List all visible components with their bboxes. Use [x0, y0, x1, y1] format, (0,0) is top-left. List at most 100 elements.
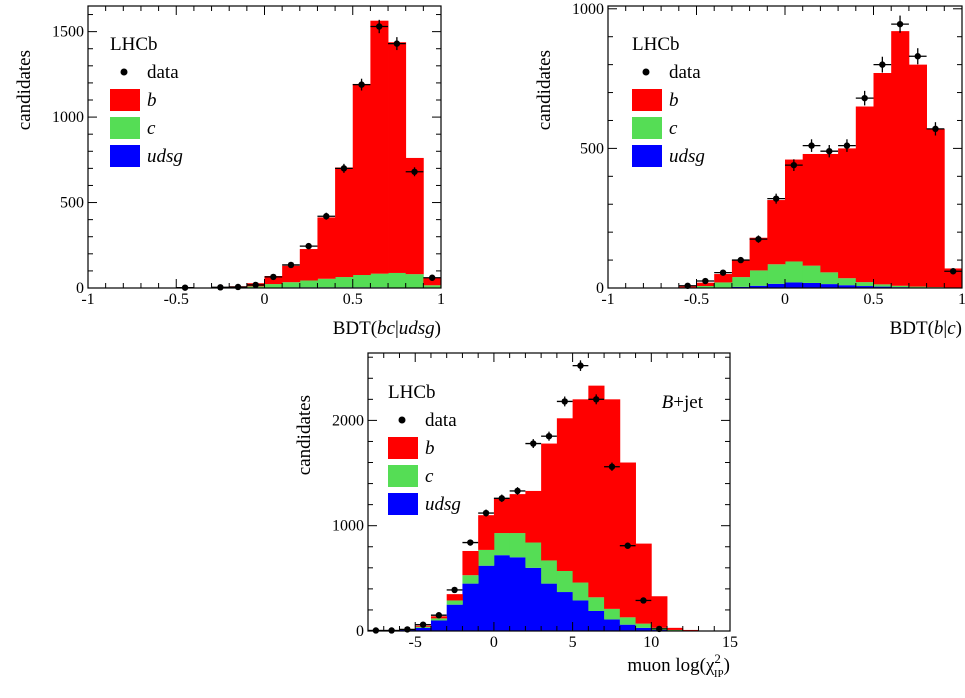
data-point [510, 487, 526, 495]
x-tick-label: 10 [643, 634, 659, 651]
data-point [229, 284, 247, 290]
data-point [557, 397, 573, 407]
bar-c-bin-12 [300, 280, 318, 287]
x-tick-label: 0 [781, 291, 789, 308]
bar-b-bin-19 [667, 628, 683, 630]
bar-c-bin-16 [370, 274, 388, 288]
x-tick-label: 0.5 [864, 291, 884, 308]
bar-c-bin-8 [494, 533, 510, 555]
bar-b-bin-13 [317, 217, 335, 278]
y-tick-label: 500 [580, 140, 604, 157]
data-point [447, 587, 463, 593]
bar-c-bin-11 [541, 560, 557, 583]
bar-udsg-bin-8 [494, 555, 510, 631]
bar-udsg-bin-12 [557, 592, 573, 631]
legend-entry-udsg: udsg [388, 493, 461, 515]
bar-c-bin-17 [636, 624, 652, 628]
bar-b-bin-8 [494, 498, 510, 533]
svg-text:b: b [425, 438, 435, 459]
experiment-label: LHCb [632, 34, 680, 55]
y-tick-label: 0 [76, 280, 84, 297]
bar-c-bin-14 [588, 597, 604, 611]
experiment-label: LHCb [388, 382, 436, 403]
data-point [573, 360, 589, 371]
y-tick-label: 0 [596, 280, 604, 297]
bar-c-bin-7 [732, 277, 750, 287]
legend-entry-c: c [632, 117, 678, 139]
legend-entry-data: data [399, 410, 458, 431]
svg-text:c: c [147, 118, 156, 139]
bar-udsg-bin-14 [588, 611, 604, 631]
bar-b-bin-18 [927, 129, 945, 287]
bar-b-bin-12 [820, 154, 838, 272]
bar-c-bin-15 [604, 609, 620, 620]
legend-entry-data: data [121, 62, 180, 83]
x-axis-title: BDT(b|c) [890, 318, 962, 339]
bar-udsg-bin-11 [803, 283, 821, 288]
data-point [541, 432, 557, 441]
svg-text:data: data [669, 62, 701, 83]
bar-udsg-bin-5 [447, 605, 463, 631]
x-tick-label: 5 [569, 634, 577, 651]
svg-text:udsg: udsg [425, 494, 461, 515]
bar-b-bin-14 [856, 107, 874, 283]
legend-entry-data: data [643, 62, 702, 83]
bar-udsg-bin-9 [510, 557, 526, 631]
bar-udsg-bin-15 [604, 619, 620, 631]
bar-udsg-bin-16 [620, 625, 636, 631]
x-tick-label: 0 [261, 291, 269, 308]
y-tick-label: 2000 [332, 412, 364, 429]
bar-b-bin-6 [462, 551, 478, 575]
legend-entry-b: b [110, 89, 157, 111]
bar-b-bin-12 [557, 418, 573, 571]
bar-c-bin-14 [335, 277, 353, 287]
bar-udsg-bin-4 [431, 620, 447, 631]
data-point [300, 243, 318, 249]
bar-c-bin-10 [785, 261, 803, 282]
bar-b-bin-9 [510, 494, 526, 533]
bar-b-bin-15 [874, 73, 892, 284]
bar-c-bin-4 [431, 618, 447, 620]
bar-c-bin-15 [353, 275, 371, 287]
bar-b-bin-16 [370, 21, 388, 274]
bar-udsg-bin-7 [478, 566, 494, 631]
svg-text:b: b [669, 90, 679, 111]
bar-c-bin-12 [820, 272, 838, 284]
y-tick-label: 500 [60, 195, 84, 212]
x-tick-label: 1 [958, 291, 965, 308]
bar-b-bin-11 [803, 154, 821, 266]
bar-b-bin-14 [588, 386, 604, 598]
legend-entry-c: c [388, 465, 434, 487]
data-point [909, 48, 927, 64]
bar-b-bin-14 [335, 168, 353, 278]
bar-c-bin-9 [510, 533, 526, 557]
bar-udsg-bin-13 [573, 600, 589, 631]
legend-entry-udsg: udsg [632, 145, 705, 167]
bar-b-bin-9 [767, 200, 785, 264]
bar-c-bin-13 [573, 583, 589, 601]
data-point [462, 539, 478, 545]
svg-text:udsg: udsg [147, 146, 183, 167]
bar-b-bin-17 [636, 544, 652, 624]
bar-c-bin-7 [478, 550, 494, 566]
bar-c-bin-16 [891, 286, 909, 287]
x-axis-title: BDT(bc|udsg) [333, 318, 441, 339]
experiment-label: LHCb [110, 34, 158, 55]
bar-c-bin-16 [620, 617, 636, 624]
legend: data bc udsg [632, 62, 705, 167]
bar-c-bin-10 [265, 284, 283, 287]
bar-c-bin-10 [525, 543, 541, 568]
y-tick-label: 1000 [332, 518, 364, 535]
bar-c-bin-8 [750, 270, 768, 285]
bar-udsg-bin-9 [767, 284, 785, 288]
y-axis-title: candidates [14, 50, 35, 130]
y-axis-title: candidates [294, 395, 315, 475]
bar-b-bin-17 [909, 65, 927, 287]
bar-b-bin-12 [300, 249, 318, 280]
legend-entry-b: b [632, 89, 679, 111]
